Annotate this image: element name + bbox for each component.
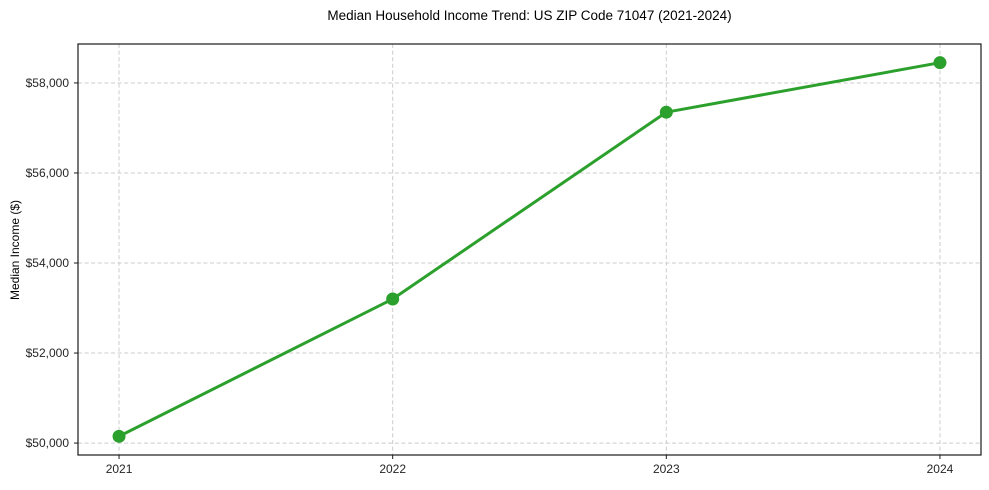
plot-border	[77, 43, 982, 456]
y-tick-label: $56,000	[26, 166, 70, 180]
y-tick-label: $50,000	[26, 436, 70, 450]
y-tick-label: $58,000	[26, 76, 70, 90]
x-tick-label: 2022	[379, 462, 406, 476]
chart-title: Median Household Income Trend: US ZIP Co…	[327, 8, 732, 23]
y-tick-label: $52,000	[26, 346, 70, 360]
x-tick-label: 2021	[106, 462, 133, 476]
data-point-2022	[386, 292, 400, 306]
trend-line	[117, 61, 942, 438]
data-point-2024	[933, 56, 947, 70]
data-point-2021	[112, 429, 126, 443]
y-tick-label: $54,000	[26, 256, 70, 270]
x-tick-label: 2023	[653, 462, 680, 476]
x-tick-label: 2024	[927, 462, 954, 476]
data-point-2023	[659, 105, 673, 119]
